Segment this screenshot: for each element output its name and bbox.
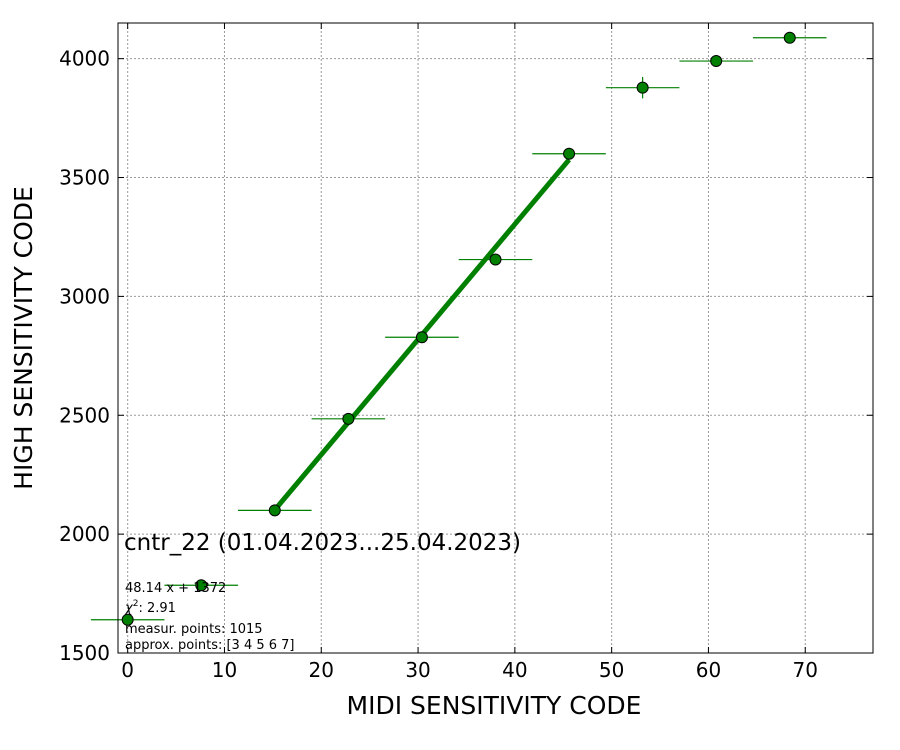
annotation-measur-points: measur. points: 1015: [125, 622, 263, 637]
chi2-symbol: χ: [124, 601, 134, 616]
x-tick-label: 70: [793, 658, 818, 682]
data-point: [121, 613, 134, 626]
y-tick-label: 2500: [59, 403, 110, 427]
data-point: [783, 31, 796, 44]
data-points: [121, 31, 796, 626]
x-tick-label: 0: [121, 658, 134, 682]
data-point: [636, 81, 649, 94]
chi2-power: 2: [133, 599, 139, 609]
data-point: [195, 579, 208, 592]
plot-frame: [117, 22, 874, 654]
y-axis-label: HIGH SENSITIVITY CODE: [9, 186, 38, 490]
x-tick-label: 10: [212, 658, 237, 682]
axis-ticks: [118, 23, 873, 654]
y-tick-label: 3500: [59, 166, 110, 190]
annotation-approx-points: approx. points: [3 4 5 6 7]: [125, 638, 295, 653]
annotation-chi2: χ2: 2.91: [124, 599, 176, 616]
x-tick-label: 40: [502, 658, 527, 682]
y-tick-label: 1500: [59, 641, 110, 665]
x-tick-label: 30: [405, 658, 430, 682]
data-point: [563, 147, 576, 160]
x-tick-label: 60: [696, 658, 721, 682]
data-point: [415, 331, 428, 344]
x-tick-label: 50: [599, 658, 624, 682]
annotation-formula: 48.14 x + 1372: [125, 581, 226, 596]
data-point: [268, 504, 281, 517]
annotation-title: cntr_22 (01.04.2023...25.04.2023): [124, 530, 521, 556]
data-point: [489, 253, 502, 266]
grid: [118, 23, 873, 654]
chi2-value: : 2.91: [138, 601, 175, 616]
data-point: [710, 55, 723, 68]
y-tick-label: 2000: [59, 522, 110, 546]
x-axis-label: MIDI SENSITIVITY CODE: [347, 691, 642, 720]
data-point: [342, 412, 355, 425]
tick-labels: 0 10 20 30 40 50 60 70 1500 2000 2500 3000 3500 4000: [59, 47, 818, 682]
y-tick-label: 3000: [59, 284, 110, 308]
x-tick-label: 20: [309, 658, 334, 682]
y-tick-label: 4000: [59, 47, 110, 71]
